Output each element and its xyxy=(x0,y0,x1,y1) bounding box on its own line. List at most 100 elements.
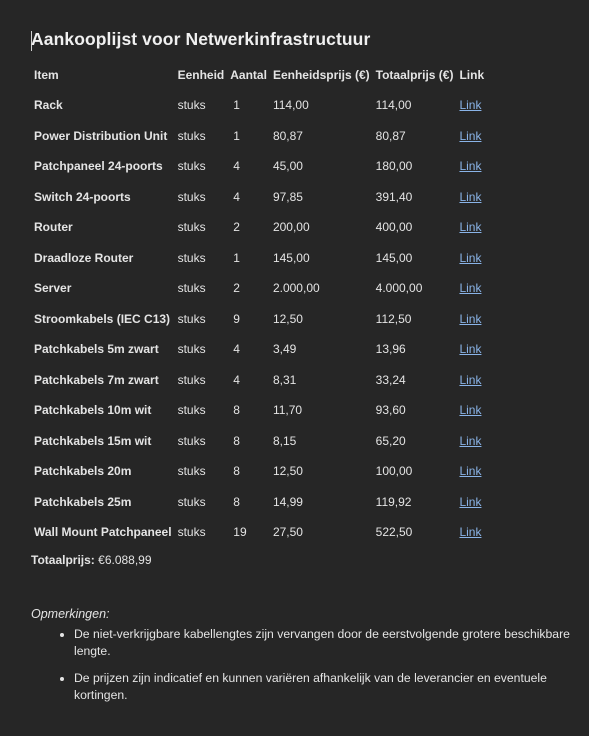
item-unit: stuks xyxy=(177,250,206,265)
table-row: Patchpaneel 24-poorts stuks 4 45,00 180,00 Li… xyxy=(31,151,487,182)
item-name: Patchkabels 25m xyxy=(34,494,132,509)
header-quantity: Aantal xyxy=(230,68,267,82)
grand-total-value: €6.088,99 xyxy=(98,553,152,567)
item-quantity: 4 xyxy=(233,372,240,387)
item-name: Wall Mount Patchpaneel xyxy=(34,525,172,540)
table-row: Rack stuks 1 114,00 114,00 Link xyxy=(31,90,487,121)
item-unit-price: 80,87 xyxy=(272,128,303,143)
item-quantity: 4 xyxy=(233,342,240,357)
item-total-price: 522,50 xyxy=(375,525,413,540)
item-link[interactable]: Link xyxy=(459,281,482,296)
item-unit: stuks xyxy=(177,98,206,113)
item-unit: stuks xyxy=(177,311,206,326)
item-link-cell: Link xyxy=(456,334,487,365)
item-unit-price: 145,00 xyxy=(272,250,310,265)
item-quantity: 1 xyxy=(233,98,240,113)
item-link-cell: Link xyxy=(456,243,487,274)
remark-item: De niet-verkrijgbare kabellengtes zijn v… xyxy=(74,626,571,659)
header-unit-price: Eenheidsprijs (€) xyxy=(272,68,370,82)
item-link[interactable]: Link xyxy=(459,189,482,204)
item-total-price: 93,60 xyxy=(375,403,406,418)
grand-total: Totaalprijs: €6.088,99 xyxy=(31,553,152,567)
table-row: Patchkabels 10m wit stuks 8 11,70 93,60 Link xyxy=(31,395,487,426)
remark-item: De prijzen zijn indicatief en kunnen var… xyxy=(74,670,571,703)
item-link-cell: Link xyxy=(456,395,487,426)
remarks-title: Opmerkingen: xyxy=(31,607,110,621)
item-quantity: 1 xyxy=(233,250,240,265)
item-unit: stuks xyxy=(177,403,206,418)
item-link[interactable]: Link xyxy=(459,98,482,113)
item-unit: stuks xyxy=(177,494,206,509)
item-quantity: 2 xyxy=(233,220,240,235)
item-unit-price: 2.000,00 xyxy=(272,281,320,296)
item-quantity: 8 xyxy=(233,433,240,448)
item-unit-price: 27,50 xyxy=(272,525,303,540)
item-link[interactable]: Link xyxy=(459,220,482,235)
item-link[interactable]: Link xyxy=(459,159,482,174)
item-quantity: 1 xyxy=(233,128,240,143)
item-link[interactable]: Link xyxy=(459,494,482,509)
item-link[interactable]: Link xyxy=(459,464,482,479)
item-link[interactable]: Link xyxy=(459,433,482,448)
item-total-price: 80,87 xyxy=(375,128,406,143)
header-item: Item xyxy=(34,68,59,82)
item-total-price: 13,96 xyxy=(375,342,406,357)
item-name: Patchkabels 5m zwart xyxy=(34,342,159,357)
item-quantity: 8 xyxy=(233,494,240,509)
item-unit: stuks xyxy=(177,220,206,235)
item-quantity: 8 xyxy=(233,464,240,479)
table-row: Draadloze Router stuks 1 145,00 145,00 Link xyxy=(31,243,487,274)
item-link[interactable]: Link xyxy=(459,128,482,143)
table-row: Wall Mount Patchpaneel stuks 19 27,50 522,50… xyxy=(31,517,487,548)
item-quantity: 2 xyxy=(233,281,240,296)
item-name: Rack xyxy=(34,98,63,113)
item-name: Patchkabels 10m wit xyxy=(34,403,152,418)
item-link-cell: Link xyxy=(456,121,487,152)
item-link-cell: Link xyxy=(456,182,487,213)
item-unit: stuks xyxy=(177,281,206,296)
item-name: Patchkabels 7m zwart xyxy=(34,372,159,387)
item-unit: stuks xyxy=(177,464,206,479)
item-total-price: 119,92 xyxy=(375,494,412,509)
item-total-price: 4.000,00 xyxy=(375,281,423,296)
item-total-price: 400,00 xyxy=(375,220,413,235)
table-row: Patchkabels 15m wit stuks 8 8,15 65,20 Link xyxy=(31,426,487,457)
item-name: Power Distribution Unit xyxy=(34,128,168,143)
table-row: Router stuks 2 200,00 400,00 Link xyxy=(31,212,487,243)
item-total-price: 65,20 xyxy=(375,433,406,448)
table-row: Patchkabels 25m stuks 8 14,99 119,92 Link xyxy=(31,487,487,518)
table-row: Power Distribution Unit stuks 1 80,87 80,87 L… xyxy=(31,121,487,152)
table-row: Patchkabels 7m zwart stuks 4 8,31 33,24 Link xyxy=(31,365,487,396)
table-header-row: Item Eenheid Aantal Eenheidsprijs (€) To… xyxy=(31,60,487,90)
item-unit-price: 8,15 xyxy=(272,433,297,448)
item-name: Patchpaneel 24-poorts xyxy=(34,159,163,174)
item-link-cell: Link xyxy=(456,365,487,396)
item-link-cell: Link xyxy=(456,90,487,121)
item-link[interactable]: Link xyxy=(459,250,482,265)
item-link[interactable]: Link xyxy=(459,342,482,357)
table-row: Server stuks 2 2.000,00 4.000,00 Link xyxy=(31,273,487,304)
item-quantity: 8 xyxy=(233,403,240,418)
item-name: Stroomkabels (IEC C13) xyxy=(34,311,171,326)
item-unit: stuks xyxy=(177,159,206,174)
item-unit-price: 114,00 xyxy=(272,98,309,113)
item-link[interactable]: Link xyxy=(459,311,482,326)
table-row: Switch 24-poorts stuks 4 97,85 391,40 Link xyxy=(31,182,487,213)
table-row: Patchkabels 5m zwart stuks 4 3,49 13,96 Link xyxy=(31,334,487,365)
item-link[interactable]: Link xyxy=(459,525,482,540)
page-title: Aankooplijst voor Netwerkinfrastructuur xyxy=(31,29,371,49)
item-link[interactable]: Link xyxy=(459,372,482,387)
item-link-cell: Link xyxy=(456,273,487,304)
table-row: Stroomkabels (IEC C13) stuks 9 12,50 112,50 L… xyxy=(31,304,487,335)
item-unit-price: 3,49 xyxy=(272,342,297,357)
header-total-price: Totaalprijs (€) xyxy=(375,68,454,82)
item-link[interactable]: Link xyxy=(459,403,482,418)
item-unit: stuks xyxy=(177,342,206,357)
item-total-price: 33,24 xyxy=(375,372,406,387)
item-unit: stuks xyxy=(177,372,206,387)
item-unit-price: 12,50 xyxy=(272,464,303,479)
remarks-list: De niet-verkrijgbare kabellengtes zijn v… xyxy=(31,626,571,714)
item-quantity: 19 xyxy=(233,525,247,540)
item-link-cell: Link xyxy=(456,212,487,243)
item-name: Draadloze Router xyxy=(34,250,134,265)
